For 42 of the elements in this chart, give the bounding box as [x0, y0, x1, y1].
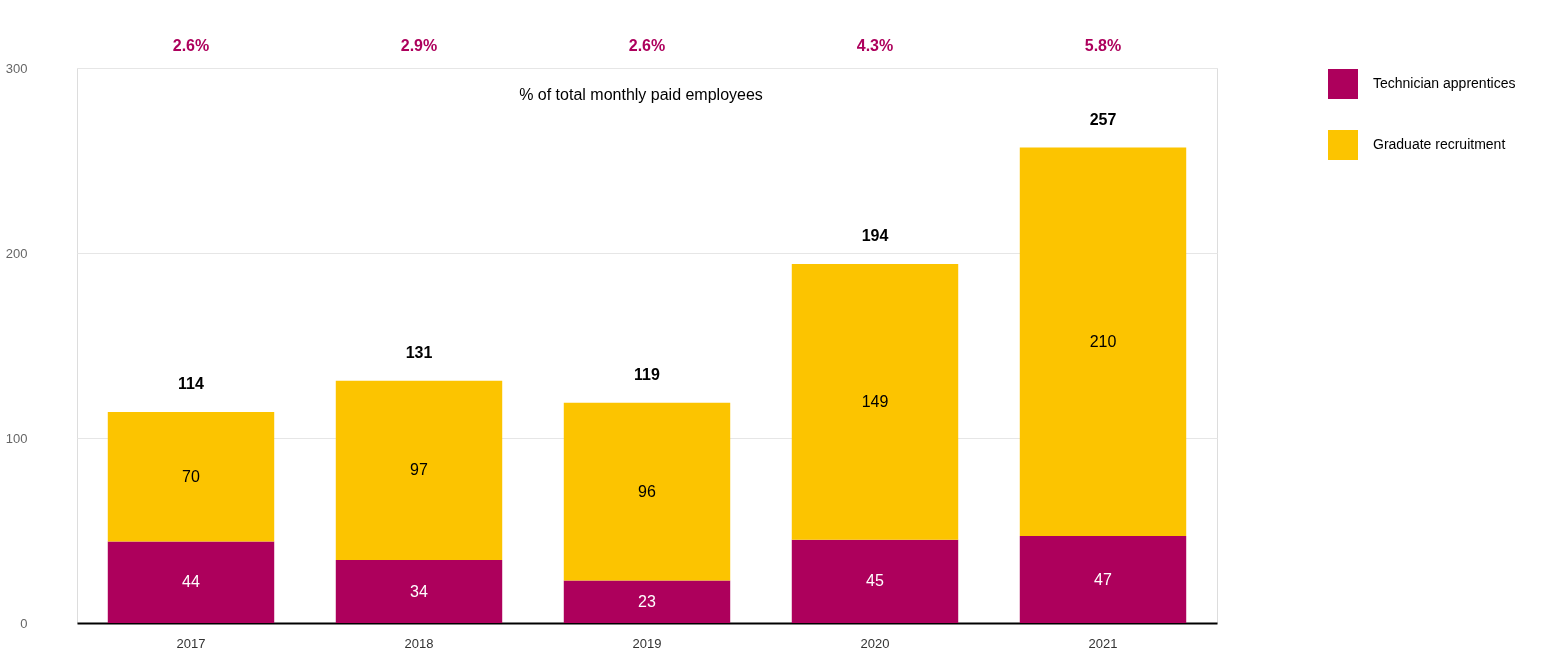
bar [791, 539, 959, 623]
bar [335, 560, 503, 623]
y-tick-label: 100 [5, 430, 28, 446]
text: 2.9% [400, 37, 438, 54]
text: 4.3% [856, 37, 894, 54]
data-label: 45 [866, 572, 884, 590]
bar [563, 402, 731, 581]
total-label: 131 [405, 343, 433, 361]
y-tick-label: 0 [20, 615, 28, 631]
data-label: 44 [182, 573, 200, 591]
bar [563, 580, 731, 623]
x-tick-label: 2017 [176, 635, 206, 651]
bar [335, 380, 503, 561]
x-tick-label: 2018 [404, 635, 434, 651]
data-label: 210 [1089, 332, 1117, 350]
bar [1019, 147, 1187, 537]
data-label: 47 [1094, 570, 1112, 588]
bar [1019, 536, 1187, 623]
legend-label: Technician apprentices [1373, 75, 1516, 91]
data-label: 34 [410, 582, 428, 600]
legend-label: Graduate recruitment [1373, 136, 1506, 152]
y-tick-label: 200 [5, 245, 28, 261]
bar [791, 264, 959, 540]
data-label: 96 [638, 482, 656, 500]
text: 2.6% [628, 37, 666, 54]
x-tick-label: 2021 [1088, 635, 1118, 651]
y-tick-label: 300 [5, 60, 28, 76]
x-tick-label: 2020 [860, 635, 890, 651]
total-label: 257 [1089, 110, 1117, 128]
annotation: % of total monthly paid employees [519, 86, 763, 103]
data-label: 70 [182, 467, 200, 485]
x-tick-label: 2019 [632, 635, 662, 651]
total-label: 114 [178, 375, 205, 393]
bar [107, 541, 275, 623]
bar [107, 412, 275, 542]
data-label: 149 [861, 392, 889, 410]
data-label: 23 [638, 592, 656, 610]
data-label: 97 [410, 461, 428, 479]
text: 5.8% [1084, 37, 1122, 54]
text: 2.6% [172, 37, 210, 54]
total-label: 119 [634, 365, 661, 383]
total-label: 194 [861, 227, 889, 245]
